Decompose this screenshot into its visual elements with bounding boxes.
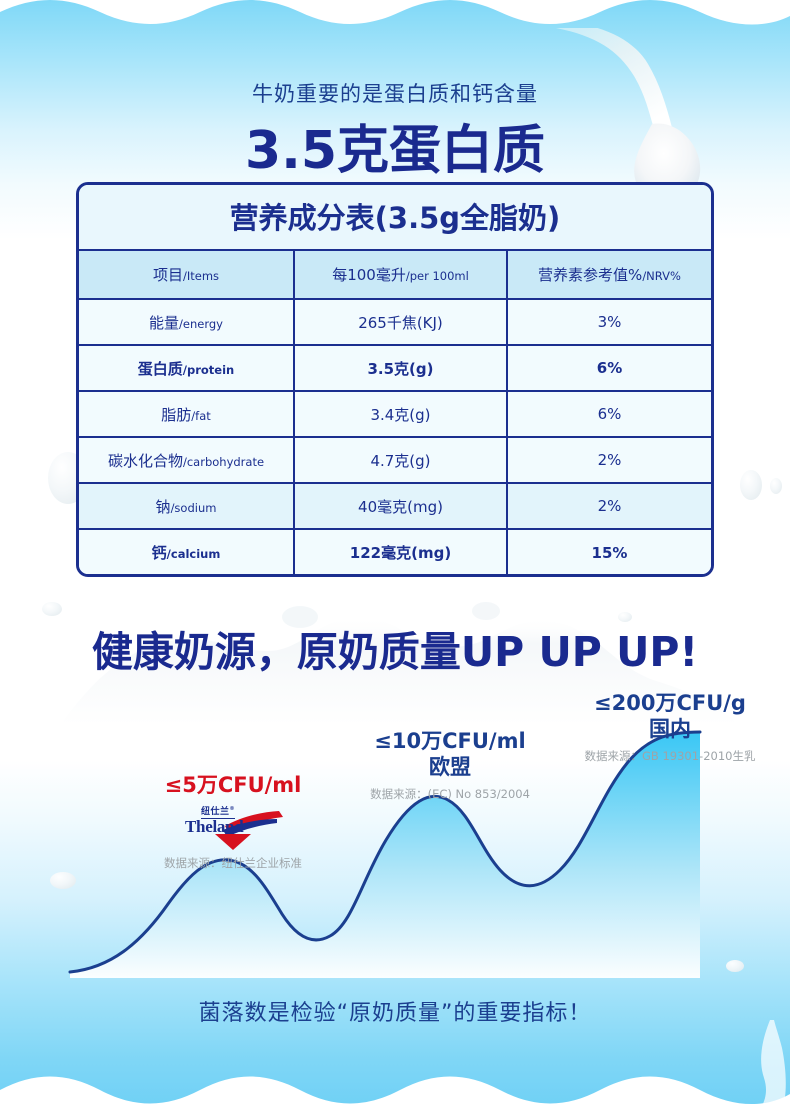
theland-logo: 纽仕兰® Theland xyxy=(179,804,287,851)
row-amount-energy: 265千焦(KJ) xyxy=(294,299,508,346)
row-amount-calcium: 122毫克(mg) xyxy=(294,529,508,574)
footer-caption: 菌落数是检验“原奶质量”的重要指标！ xyxy=(198,1001,592,1026)
column-header-nrv: 营养素参考值%/NRV% xyxy=(507,251,711,300)
nutrition-table: 项目/Items 每100毫升/per 100ml 营养素参考值%/NRV% 能… xyxy=(79,251,711,574)
nutrition-table-card: 营养成分表(3.5g全脂奶) 项目/Items 每100毫升/per 100ml… xyxy=(76,182,714,577)
cfu-item-eu: ≤10万CFU/ml 欧盟 数据来源：(EC) No 853/2004 xyxy=(330,728,570,801)
row-label-protein: 蛋白质/protein xyxy=(79,345,295,392)
cfu-value-eu: ≤10万CFU/ml xyxy=(374,729,526,753)
bubble-decor xyxy=(726,960,744,972)
section-heading-milk-source: 健康奶源，原奶质量UP UP UP! xyxy=(91,628,699,676)
cfu-value-china: ≤200万CFU/g xyxy=(594,691,746,715)
row-label-sodium: 钠/sodium xyxy=(79,483,295,530)
theland-logo-en: Theland xyxy=(185,817,244,837)
row-amount-protein: 3.5克(g) xyxy=(294,345,508,392)
bubble-decor xyxy=(50,872,76,889)
table-row: 蛋白质/protein 3.5克(g) 6% xyxy=(79,345,711,392)
table-header-row: 项目/Items 每100毫升/per 100ml 营养素参考值%/NRV% xyxy=(79,251,711,300)
theland-logo-cn: 纽仕兰® xyxy=(201,806,236,820)
theland-logo-mark xyxy=(215,811,283,851)
bubble-decor xyxy=(770,478,782,494)
row-amount-sodium: 40毫克(mg) xyxy=(294,483,508,530)
bottom-wave-decor xyxy=(0,1076,790,1112)
row-label-carbohydrate: 碳水化合物/carbohydrate xyxy=(79,437,295,484)
table-row: 钙/calcium 122毫克(mg) 15% xyxy=(79,529,711,574)
cfu-item-theland: ≤5万CFU/ml 纽仕兰® Theland 数据来源：纽仕兰企业标准 xyxy=(88,772,378,871)
row-nrv-carbohydrate: 2% xyxy=(507,437,711,484)
cfu-source-theland: 数据来源：纽仕兰企业标准 xyxy=(164,856,302,871)
nutrition-table-title: 营养成分表(3.5g全脂奶) xyxy=(79,185,711,251)
column-header-items: 项目/Items xyxy=(79,251,295,300)
table-row: 碳水化合物/carbohydrate 4.7克(g) 2% xyxy=(79,437,711,484)
cfu-item-china: ≤200万CFU/g 国内 数据来源：GB 19301-2010生乳 xyxy=(555,690,785,763)
cfu-region-china: 国内 xyxy=(649,717,691,742)
cfu-value-theland: ≤5万CFU/ml xyxy=(164,773,302,797)
page-subtitle: 牛奶重要的是蛋白质和钙含量 xyxy=(252,82,538,106)
column-header-per100ml: 每100毫升/per 100ml xyxy=(294,251,508,300)
bubble-decor xyxy=(42,602,62,616)
row-label-fat: 脂肪/fat xyxy=(79,391,295,438)
table-row: 钠/sodium 40毫克(mg) 2% xyxy=(79,483,711,530)
cfu-trend-curve xyxy=(68,730,702,978)
row-nrv-energy: 3% xyxy=(507,299,711,346)
row-label-energy: 能量/energy xyxy=(79,299,295,346)
row-nrv-protein: 6% xyxy=(507,345,711,392)
row-nrv-fat: 6% xyxy=(507,391,711,438)
cfu-source-eu: 数据来源：(EC) No 853/2004 xyxy=(370,786,530,801)
row-nrv-sodium: 2% xyxy=(507,483,711,530)
page-title: 3.5克蛋白质 xyxy=(244,121,546,181)
bubble-decor xyxy=(740,470,762,500)
cfu-region-eu: 欧盟 xyxy=(429,755,471,780)
row-nrv-calcium: 15% xyxy=(507,529,711,574)
cfu-source-china: 数据来源：GB 19301-2010生乳 xyxy=(584,748,756,763)
cfu-comparison-chart: ≤5万CFU/ml 纽仕兰® Theland 数据来源：纽仕兰企业标准 ≤10万… xyxy=(0,690,790,990)
table-row: 脂肪/fat 3.4克(g) 6% xyxy=(79,391,711,438)
row-amount-carbohydrate: 4.7克(g) xyxy=(294,437,508,484)
row-label-calcium: 钙/calcium xyxy=(79,529,295,574)
table-row: 能量/energy 265千焦(KJ) 3% xyxy=(79,299,711,346)
top-wave-decor xyxy=(0,0,790,25)
row-amount-fat: 3.4克(g) xyxy=(294,391,508,438)
